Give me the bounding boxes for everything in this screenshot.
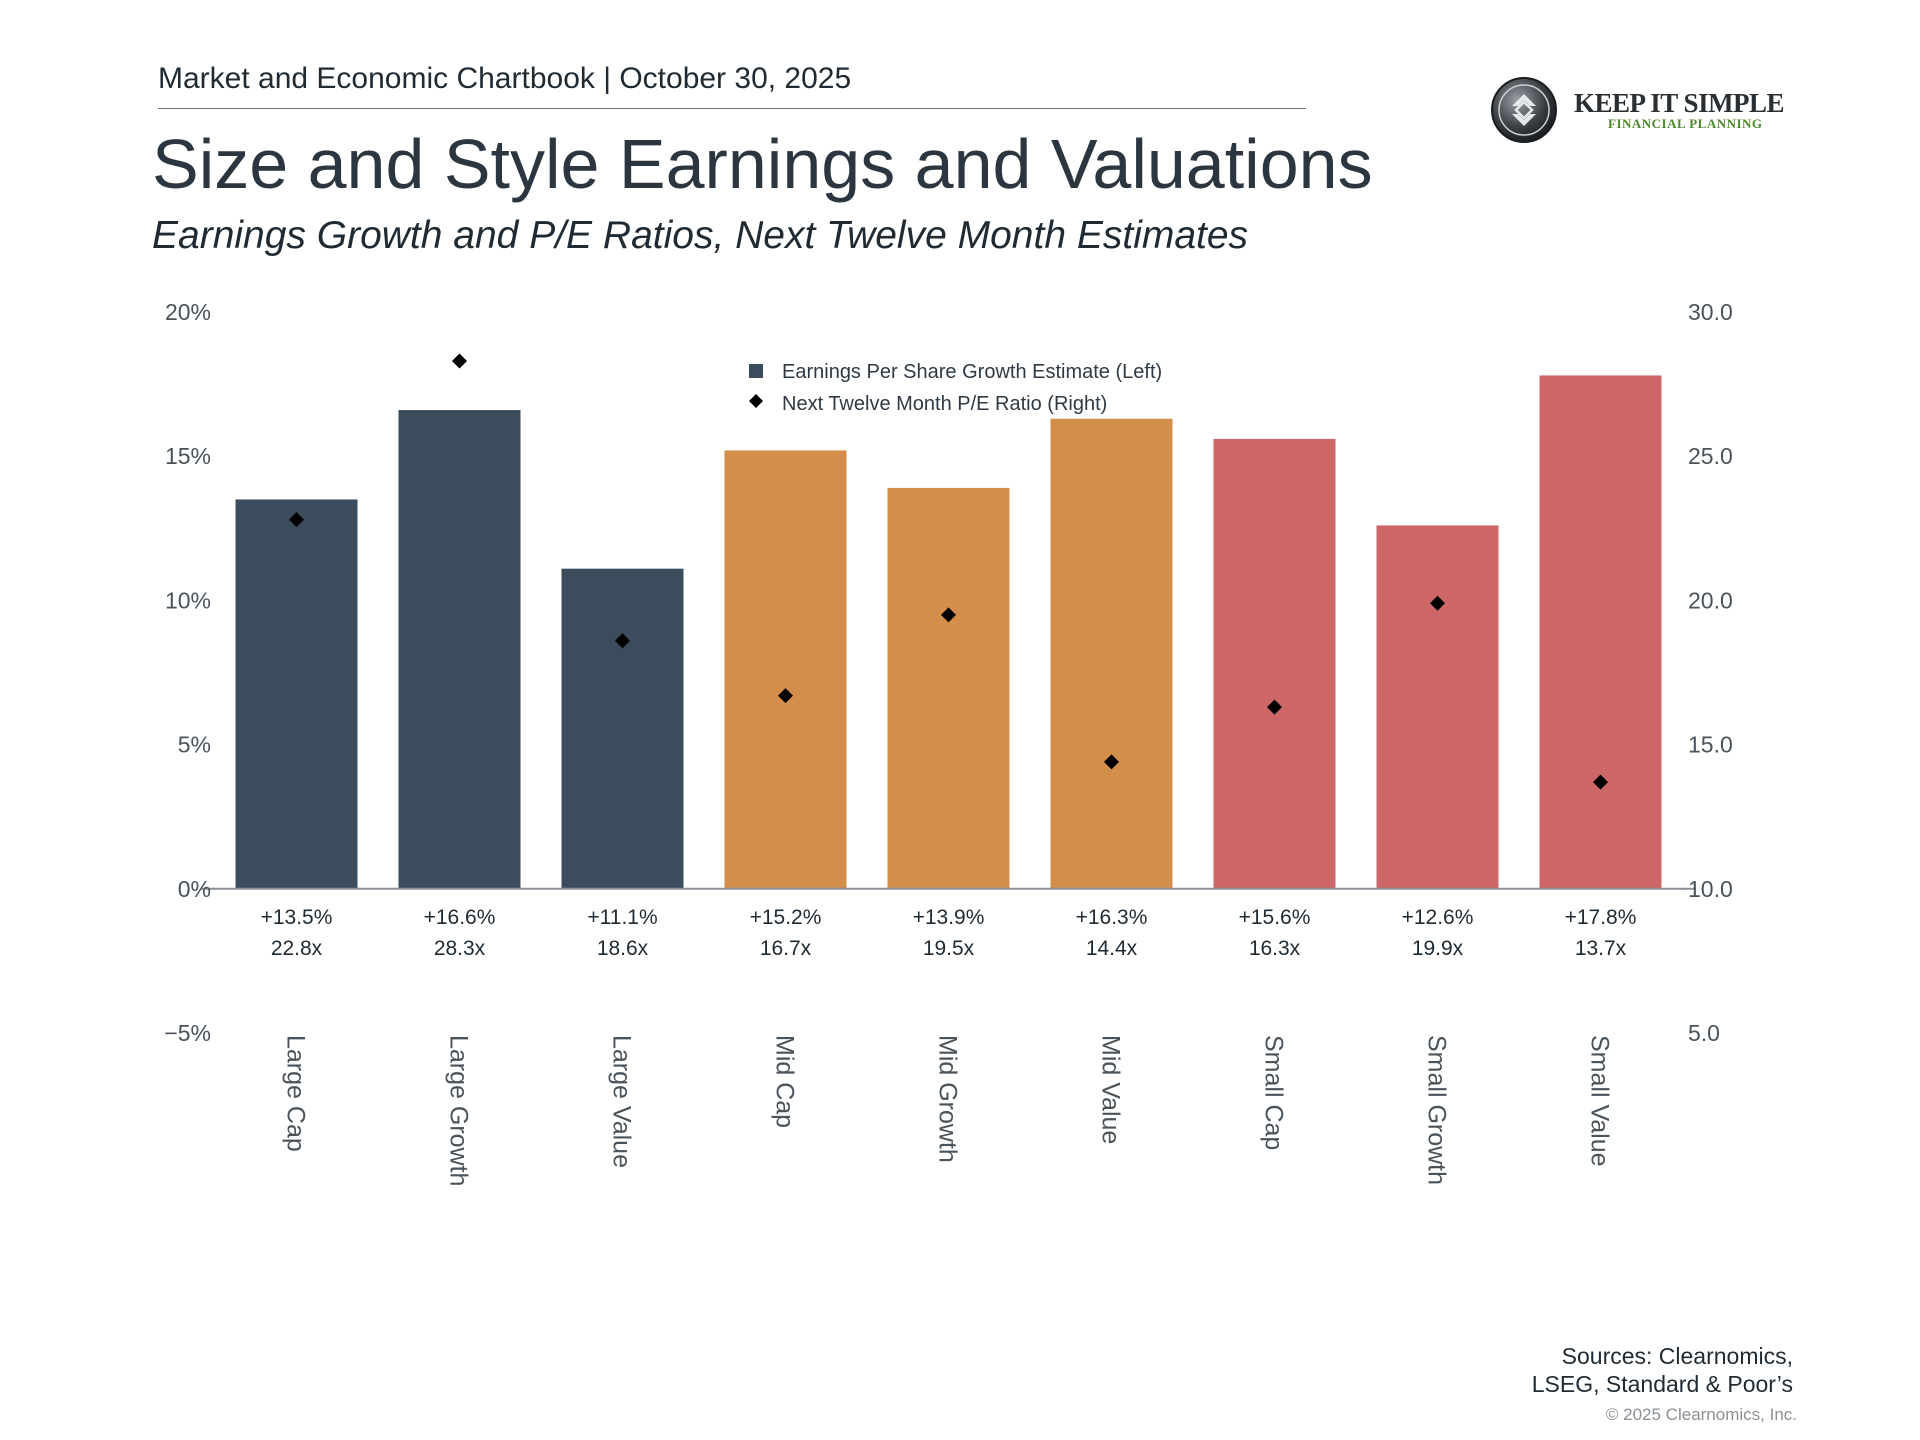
pe-marker-small-value xyxy=(1593,774,1608,790)
logo-tagline: FINANCIAL PLANNING xyxy=(1608,116,1763,131)
category-label: Mid Growth xyxy=(934,1035,962,1163)
pe-marker-mid-cap xyxy=(778,688,793,704)
page-subtitle: Earnings Growth and P/E Ratios, Next Twe… xyxy=(152,214,1249,257)
pe-data-label: 14.4x xyxy=(1086,937,1138,960)
pe-marker-mid-growth xyxy=(941,607,956,623)
left-axis-tick-label: 20% xyxy=(165,299,211,325)
earnings-pe-chart: 20%15%10%5%0%−5%30.025.020.015.010.05.0 … xyxy=(164,299,1733,1186)
category-label: Small Growth xyxy=(1423,1035,1451,1185)
company-logo: KEEP IT SIMPLE FINANCIAL PLANNING xyxy=(1490,74,1790,146)
category-label: Mid Value xyxy=(1097,1035,1125,1144)
sources-line-2: LSEG, Standard & Poor’s xyxy=(1531,1371,1793,1397)
bar-small-cap xyxy=(1213,438,1336,889)
bar-small-value xyxy=(1539,375,1662,889)
pe-data-label: 16.3x xyxy=(1249,937,1301,960)
pe-data-label: 18.6x xyxy=(597,937,649,960)
left-axis-tick-label: 0% xyxy=(178,876,211,902)
pe-data-label: 22.8x xyxy=(271,937,323,960)
bar-large-growth xyxy=(398,410,521,889)
left-axis-tick-label: 15% xyxy=(165,443,211,469)
right-axis-tick-label: 30.0 xyxy=(1688,299,1733,325)
left-axis-tick-label: −5% xyxy=(164,1020,211,1046)
category-label: Large Cap xyxy=(282,1035,310,1152)
right-axis-tick-label: 20.0 xyxy=(1688,587,1733,613)
right-axis-tick-label: 25.0 xyxy=(1688,443,1733,469)
bar-mid-value xyxy=(1050,418,1173,889)
pe-marker-mid-value xyxy=(1104,754,1119,770)
eps-data-label: +17.8% xyxy=(1565,906,1637,929)
left-axis-tick-label: 5% xyxy=(178,732,211,758)
eps-data-label: +13.9% xyxy=(913,906,985,929)
bar-large-value xyxy=(561,568,684,889)
eps-data-label: +16.3% xyxy=(1076,906,1148,929)
eps-data-label: +15.2% xyxy=(750,906,822,929)
pe-data-label: 16.7x xyxy=(760,937,812,960)
chartbook-header: Market and Economic Chartbook | October … xyxy=(158,62,852,95)
right-axis-tick-label: 10.0 xyxy=(1688,876,1733,902)
page-title: Size and Style Earnings and Valuations xyxy=(152,125,1373,203)
bar-mid-growth xyxy=(887,487,1010,889)
bar-mid-cap xyxy=(724,450,847,889)
chart-legend: Earnings Per Share Growth Estimate (Left… xyxy=(749,361,1162,415)
logo-emblem-icon xyxy=(1491,77,1557,143)
logo-wordmark: KEEP IT SIMPLE xyxy=(1574,88,1785,118)
pe-marker-large-value xyxy=(615,633,630,649)
pe-marker-large-cap xyxy=(289,512,304,528)
right-axis-tick-label: 5.0 xyxy=(1688,1020,1720,1046)
legend-marker-pe xyxy=(749,394,763,408)
legend-label-eps: Earnings Per Share Growth Estimate (Left… xyxy=(782,361,1162,383)
eps-data-label: +16.6% xyxy=(424,906,496,929)
pe-data-label: 19.5x xyxy=(923,937,975,960)
legend-swatch-eps xyxy=(749,364,763,378)
right-axis-tick-label: 15.0 xyxy=(1688,732,1733,758)
pe-data-label: 28.3x xyxy=(434,937,486,960)
copyright-note: © 2025 Clearnomics, Inc. xyxy=(1605,1405,1797,1424)
bar-large-cap xyxy=(235,499,358,889)
sources-note: Sources: Clearnomics, LSEG, Standard & P… xyxy=(1393,1342,1793,1398)
eps-data-label: +13.5% xyxy=(261,906,333,929)
pe-marker-small-growth xyxy=(1430,595,1445,611)
left-axis-tick-label: 10% xyxy=(165,587,211,613)
pe-marker-large-growth xyxy=(452,353,467,369)
category-label: Large Growth xyxy=(445,1035,473,1186)
sources-line-1: Sources: Clearnomics, xyxy=(1561,1343,1793,1369)
category-label: Small Cap xyxy=(1260,1035,1288,1150)
pe-data-label: 13.7x xyxy=(1575,937,1627,960)
category-label: Mid Cap xyxy=(771,1035,799,1128)
eps-data-label: +11.1% xyxy=(587,906,657,929)
eps-data-label: +15.6% xyxy=(1239,906,1311,929)
category-label: Small Value xyxy=(1586,1035,1614,1167)
category-label: Large Value xyxy=(608,1035,636,1168)
header-divider xyxy=(158,108,1306,109)
bar-small-growth xyxy=(1376,525,1499,889)
pe-data-label: 19.9x xyxy=(1412,937,1464,960)
pe-marker-small-cap xyxy=(1267,699,1282,715)
eps-data-label: +12.6% xyxy=(1402,906,1474,929)
legend-label-pe: Next Twelve Month P/E Ratio (Right) xyxy=(782,393,1107,415)
